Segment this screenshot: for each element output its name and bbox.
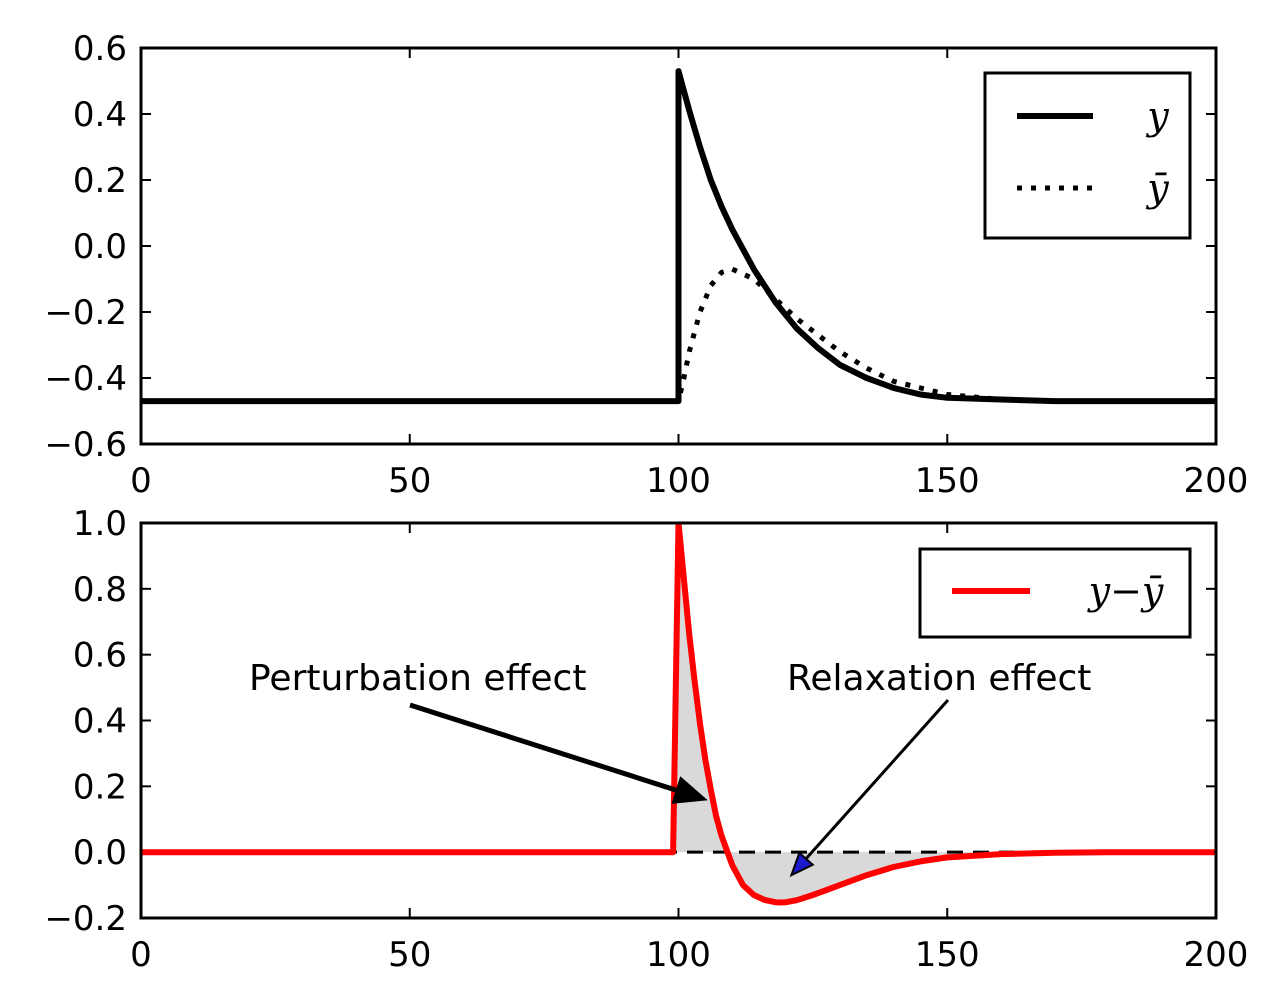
bottom-ytick-label: 1.0 (73, 504, 127, 544)
annotation-relaxation-label: Relaxation effect (787, 658, 1091, 699)
top-plot-frame (139, 46, 1218, 446)
top-ytick-label: −0.4 (44, 359, 127, 399)
bottom-plot-frame (139, 521, 1218, 920)
bottom-ytick-label: −0.2 (44, 899, 127, 939)
top-ytick-label: −0.6 (44, 425, 127, 465)
top-ytick-label: 0.0 (73, 227, 127, 267)
bottom-xtick-label: 150 (915, 935, 980, 975)
top-legend: y ȳ (983, 71, 1192, 240)
bottom-ytick-label: 0.0 (73, 833, 127, 873)
bottom-series-line-0 (141, 523, 1216, 906)
legend-label-y: y (1145, 94, 1169, 138)
bottom-xtick-label: 200 (1184, 935, 1249, 975)
bottom-xtick-label: 0 (130, 935, 152, 975)
annotation-arrowhead-0 (671, 776, 708, 804)
top-xtick-label: 0 (130, 461, 152, 501)
annotation-arrow-0 (409, 702, 678, 793)
bottom-ytick-label: 0.2 (73, 767, 127, 807)
bottom-tick-labels: 0 50 100 150 200 1.0 0.8 0.6 0.4 0.2 0.0 −0.2 (44, 504, 1248, 975)
top-series-line-0 (141, 68, 1216, 405)
annotation-arrowhead-1 (789, 851, 815, 878)
bottom-xtick-label: 50 (388, 935, 431, 975)
legend-label-diff: y−ȳ (1087, 569, 1164, 613)
bottom-chart: 0 50 100 150 200 1.0 0.8 0.6 0.4 0.2 0.0 −0.2 Pertu… (44, 504, 1248, 975)
top-chart: 0 50 100 150 200 0.6 0.4 0.2 0.0 −0.2 −0.4 −0.6 y y… (44, 29, 1248, 501)
top-series-line-1 (141, 266, 1216, 404)
top-ytick-label: 0.2 (73, 161, 127, 201)
top-ytick-label: 0.4 (73, 95, 127, 135)
top-xtick-label: 100 (646, 461, 711, 501)
legend-label-ybar: ȳ (1145, 166, 1169, 210)
top-xtick-label: 150 (915, 461, 980, 501)
difference-fill-area (141, 523, 1216, 903)
annotation-arrow-1 (804, 699, 950, 860)
top-xtick-label: 50 (388, 461, 431, 501)
top-series-group (141, 68, 1216, 405)
bottom-ytick-label: 0.4 (73, 702, 127, 742)
bottom-ytick-label: 0.8 (73, 570, 127, 610)
bottom-ytick-label: 0.6 (73, 636, 127, 676)
top-legend-frame (983, 71, 1192, 240)
annotation-perturbation-label: Perturbation effect (249, 658, 586, 699)
top-xtick-label: 200 (1184, 461, 1249, 501)
top-ytick-label: 0.6 (73, 29, 127, 69)
top-tick-labels: 0 50 100 150 200 0.6 0.4 0.2 0.0 −0.2 −0.4 −0.6 (44, 29, 1248, 501)
bottom-series-group (141, 523, 1216, 906)
bottom-xtick-label: 100 (646, 935, 711, 975)
bottom-legend: y−ȳ (918, 547, 1192, 639)
bottom-annotations: Perturbation effect Relaxation effect (249, 658, 1091, 878)
top-ytick-label: −0.2 (44, 293, 127, 333)
